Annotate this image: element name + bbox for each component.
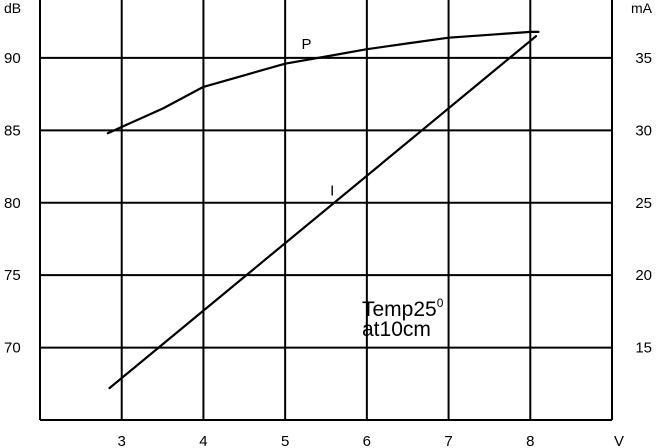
y-left-unit: dB (4, 0, 21, 16)
x-tick-label: 7 (444, 433, 452, 448)
y-left-tick-label: 70 (4, 340, 21, 357)
x-tick-label: 6 (363, 433, 371, 448)
annotation-degree: 0 (437, 296, 444, 310)
series-layer (106, 30, 540, 390)
x-tick-label: 8 (526, 433, 534, 448)
y-right-tick-label: 20 (635, 267, 652, 284)
series-line-p (106, 30, 540, 135)
annotation-temp-text: Temp25 (362, 298, 437, 321)
labels-layer: 3 4 5 6 7 8 70 75 80 85 90 15 20 25 30 35 dB mA V P I (4, 0, 653, 448)
x-unit: V (614, 433, 624, 448)
y-left-tick-label: 90 (4, 50, 21, 67)
y-right-tick-label: 35 (635, 50, 652, 67)
annotation-distance: at10cm (362, 318, 431, 341)
grid (40, 0, 612, 420)
y-right-tick-label: 30 (635, 122, 652, 139)
x-tick-label: 3 (118, 433, 126, 448)
series-label-p: P (301, 36, 311, 53)
y-left-tick-label: 75 (4, 267, 21, 284)
y-right-tick-label: 15 (635, 340, 652, 357)
annotation-temp: Temp250 (362, 296, 444, 321)
series-label-i: I (330, 183, 334, 200)
x-tick-label: 5 (281, 433, 289, 448)
y-left-tick-label: 80 (4, 195, 21, 212)
series-line-i (108, 35, 538, 390)
plot-frame (39, 0, 613, 421)
y-left-tick-label: 85 (4, 122, 21, 139)
y-right-unit: mA (631, 0, 653, 16)
y-right-tick-label: 25 (635, 195, 652, 212)
annotation: Temp250 at10cm (362, 296, 444, 341)
x-tick-label: 4 (199, 433, 207, 448)
